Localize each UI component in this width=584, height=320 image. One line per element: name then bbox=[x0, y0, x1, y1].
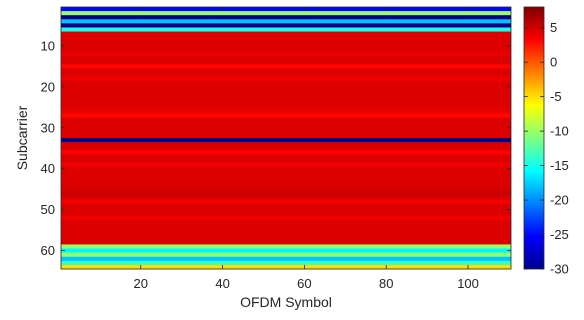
heatmap-row-57 bbox=[61, 236, 511, 241]
heatmap-row-59 bbox=[61, 244, 511, 249]
heatmap-row-30 bbox=[61, 125, 511, 131]
heatmap-row-2 bbox=[61, 11, 511, 16]
heatmap-row-62 bbox=[61, 256, 511, 262]
x-axis-ticks: 20 40 60 80 100 bbox=[134, 7, 479, 291]
heatmap-row-10 bbox=[61, 43, 511, 49]
heatmap-row-3 bbox=[61, 15, 511, 20]
heatmap-row-16 bbox=[61, 68, 511, 73]
y-axis-label: Subcarrier bbox=[14, 105, 30, 170]
heatmap-row-24 bbox=[61, 101, 511, 106]
heatmap-row-12 bbox=[61, 52, 511, 57]
heatmap-row-60 bbox=[61, 248, 511, 254]
x-tick-label: 80 bbox=[379, 276, 393, 291]
heatmap-row-26 bbox=[61, 109, 511, 114]
heatmap-row-54 bbox=[61, 223, 511, 229]
heatmap-row-18 bbox=[61, 76, 511, 82]
heatmap-row-46 bbox=[61, 191, 511, 196]
heatmap-row-21 bbox=[61, 88, 511, 94]
heatmap-row-61 bbox=[61, 252, 511, 258]
heatmap-row-37 bbox=[61, 154, 511, 159]
heatmap-row-11 bbox=[61, 47, 511, 53]
y-tick-label: 20 bbox=[41, 79, 55, 94]
x-tick-label: 100 bbox=[457, 276, 479, 291]
heatmap-row-8 bbox=[61, 35, 511, 41]
heatmap-row-43 bbox=[61, 178, 511, 184]
heatmap-row-17 bbox=[61, 72, 511, 77]
heatmap-row-20 bbox=[61, 84, 511, 90]
heatmap-row-55 bbox=[61, 228, 511, 233]
heatmap-row-50 bbox=[61, 207, 511, 213]
heatmap-row-56 bbox=[61, 232, 511, 237]
x-tick-label: 20 bbox=[134, 276, 148, 291]
heatmap-row-1 bbox=[61, 7, 511, 12]
heatmap-row-52 bbox=[61, 215, 511, 221]
heatmap-row-39 bbox=[61, 162, 511, 168]
heatmap-row-23 bbox=[61, 97, 511, 102]
plot-frame bbox=[60, 6, 512, 270]
heatmap-row-41 bbox=[61, 170, 511, 176]
y-tick-label: 40 bbox=[41, 161, 55, 176]
heatmap-row-7 bbox=[61, 31, 511, 37]
heatmap-row-45 bbox=[61, 187, 511, 192]
heatmap-row-5 bbox=[61, 23, 511, 28]
y-axis-ticks: 10 20 30 40 50 60 bbox=[41, 38, 511, 258]
heatmap-row-58 bbox=[61, 240, 511, 245]
heatmap-row-64 bbox=[61, 264, 511, 270]
x-axis-label: OFDM Symbol bbox=[240, 294, 332, 310]
heatmap-row-9 bbox=[61, 39, 511, 45]
heatmap-row-63 bbox=[61, 260, 511, 266]
y-tick-label: 30 bbox=[41, 120, 55, 135]
heatmap-row-27 bbox=[61, 113, 511, 118]
y-tick-label: 60 bbox=[41, 243, 55, 258]
heatmap-row-33 bbox=[61, 138, 511, 143]
heatmap-row-15 bbox=[61, 64, 511, 69]
colorbar-tick-label: -10 bbox=[550, 124, 569, 139]
heatmap-row-40 bbox=[61, 166, 511, 172]
heatmap-row-13 bbox=[61, 56, 511, 61]
heatmap-row-49 bbox=[61, 203, 511, 208]
heatmap-row-36 bbox=[61, 150, 511, 155]
heatmap-row-51 bbox=[61, 211, 511, 217]
heatmap-row-22 bbox=[61, 92, 511, 98]
heatmap-row-38 bbox=[61, 158, 511, 163]
heatmap-rows bbox=[61, 7, 511, 270]
heatmap-row-19 bbox=[61, 80, 511, 86]
heatmap-row-4 bbox=[61, 19, 511, 24]
heatmap-row-6 bbox=[61, 27, 511, 32]
heatmap-row-29 bbox=[61, 121, 511, 127]
colorbar-tick-label: -20 bbox=[550, 193, 569, 208]
heatmap-row-34 bbox=[61, 142, 511, 147]
colorbar-ticks: 5 0 -5 -10 -15 -20 -25 -30 bbox=[524, 20, 569, 277]
heatmap-row-31 bbox=[61, 129, 511, 135]
y-tick-label: 10 bbox=[41, 38, 55, 53]
heatmap-row-47 bbox=[61, 195, 511, 200]
colorbar-tick-label: -25 bbox=[550, 227, 569, 242]
heatmap-row-14 bbox=[61, 60, 511, 65]
heatmap-row-48 bbox=[61, 199, 511, 204]
heatmap-row-25 bbox=[61, 105, 511, 110]
colorbar bbox=[523, 6, 545, 270]
colorbar-tick-label: -5 bbox=[550, 89, 562, 104]
y-tick-label: 50 bbox=[41, 202, 55, 217]
colorbar-tick-label: 5 bbox=[550, 20, 557, 35]
colorbar-tick-label: -15 bbox=[550, 158, 569, 173]
x-tick-label: 40 bbox=[215, 276, 229, 291]
heatmap-row-35 bbox=[61, 146, 511, 151]
colorbar-tick-label: -30 bbox=[550, 262, 569, 277]
heatmap-row-28 bbox=[61, 117, 511, 123]
colorbar-tick-label: 0 bbox=[550, 55, 557, 70]
heatmap-row-44 bbox=[61, 183, 511, 188]
heatmap-row-42 bbox=[61, 174, 511, 180]
heatmap-row-53 bbox=[61, 219, 511, 225]
x-tick-label: 60 bbox=[297, 276, 311, 291]
heatmap-row-32 bbox=[61, 133, 511, 139]
